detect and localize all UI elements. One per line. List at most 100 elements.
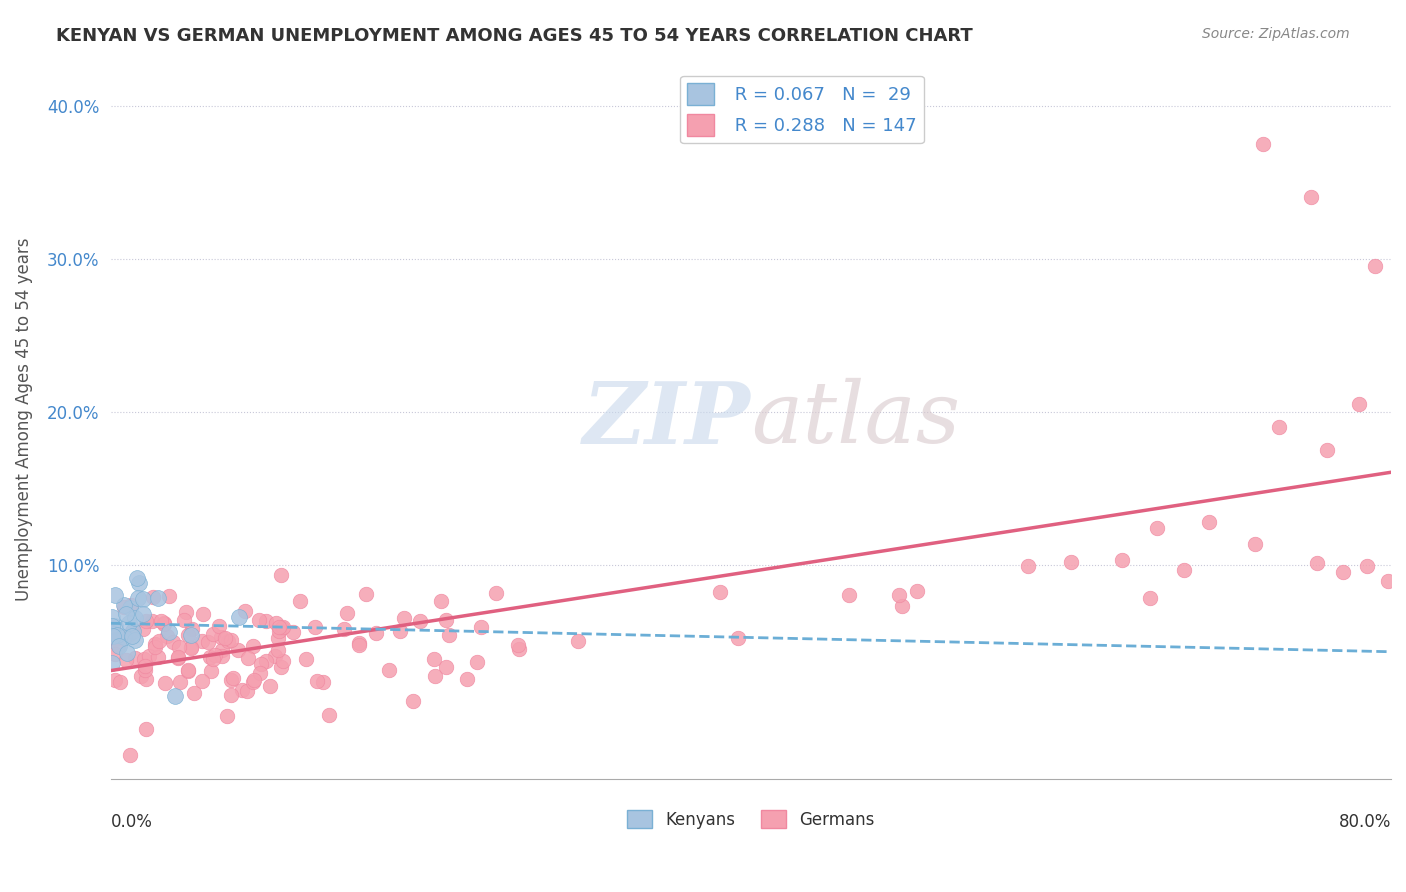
Point — [131, 591, 153, 606]
Point — [124, 651, 146, 665]
Point — [209, 631, 232, 645]
Point — [125, 571, 148, 585]
Point — [250, 657, 273, 671]
Point — [108, 640, 131, 654]
Point — [173, 613, 195, 627]
Point — [148, 634, 170, 648]
Point — [219, 688, 242, 702]
Text: 0.0%: 0.0% — [111, 813, 152, 830]
Point — [135, 672, 157, 686]
Point — [1299, 190, 1322, 204]
Point — [271, 620, 294, 634]
Point — [121, 624, 143, 639]
Point — [141, 614, 163, 628]
Point — [295, 652, 318, 666]
Point — [104, 588, 127, 602]
Point — [180, 628, 202, 642]
Point — [191, 633, 214, 648]
Point — [180, 640, 202, 654]
Point — [508, 642, 530, 657]
Point — [142, 590, 165, 604]
Point — [267, 632, 290, 646]
Point — [709, 585, 731, 599]
Point — [434, 613, 457, 627]
Point — [181, 623, 204, 637]
Point — [1364, 259, 1386, 273]
Point — [105, 628, 128, 642]
Point — [506, 639, 529, 653]
Point — [124, 611, 146, 625]
Point — [134, 658, 156, 673]
Point — [211, 642, 233, 657]
Point — [254, 654, 277, 668]
Point — [215, 709, 238, 723]
Point — [112, 630, 135, 644]
Point — [727, 632, 749, 646]
Point — [430, 594, 453, 608]
Point — [465, 655, 488, 669]
Point — [567, 634, 589, 648]
Point — [470, 620, 492, 634]
Point — [270, 659, 292, 673]
Point — [120, 748, 142, 763]
Point — [354, 586, 377, 600]
Point — [134, 663, 156, 677]
Point — [336, 606, 359, 620]
Point — [156, 629, 179, 643]
Point — [318, 708, 340, 723]
Point — [103, 627, 125, 641]
Point — [242, 639, 264, 653]
Point — [121, 623, 143, 637]
Point — [304, 619, 326, 633]
Point — [118, 615, 141, 630]
Point — [347, 638, 370, 652]
Point — [1268, 420, 1291, 434]
Point — [104, 632, 127, 647]
Point — [101, 657, 124, 671]
Point — [162, 635, 184, 649]
Point — [191, 607, 214, 621]
Point — [124, 633, 146, 648]
Point — [288, 593, 311, 607]
Point — [153, 616, 176, 631]
Text: KENYAN VS GERMAN UNEMPLOYMENT AMONG AGES 45 TO 54 YEARS CORRELATION CHART: KENYAN VS GERMAN UNEMPLOYMENT AMONG AGES… — [56, 27, 973, 45]
Point — [307, 674, 329, 689]
Point — [208, 619, 231, 633]
Point — [456, 672, 478, 686]
Point — [242, 675, 264, 690]
Point — [103, 628, 125, 642]
Point — [238, 651, 260, 665]
Point — [127, 591, 149, 605]
Point — [269, 624, 291, 638]
Point — [202, 652, 225, 666]
Point — [267, 642, 290, 657]
Point — [118, 600, 141, 615]
Point — [169, 675, 191, 690]
Point — [271, 654, 294, 668]
Point — [101, 619, 124, 633]
Point — [121, 629, 143, 643]
Point — [1139, 591, 1161, 606]
Point — [264, 648, 287, 663]
Point — [233, 604, 256, 618]
Text: atlas: atlas — [751, 378, 960, 460]
Point — [163, 690, 186, 704]
Point — [247, 614, 270, 628]
Point — [485, 586, 508, 600]
Point — [264, 615, 287, 630]
Point — [838, 589, 860, 603]
Point — [115, 647, 138, 661]
Point — [222, 672, 245, 686]
Point — [1376, 574, 1399, 589]
Point — [270, 621, 292, 635]
Point — [312, 675, 335, 690]
Point — [149, 615, 172, 629]
Point — [905, 583, 928, 598]
Point — [183, 686, 205, 700]
Point — [118, 626, 141, 640]
Point — [131, 607, 153, 621]
Point — [219, 673, 242, 688]
Point — [169, 640, 191, 655]
Point — [1243, 536, 1265, 550]
Point — [112, 598, 135, 612]
